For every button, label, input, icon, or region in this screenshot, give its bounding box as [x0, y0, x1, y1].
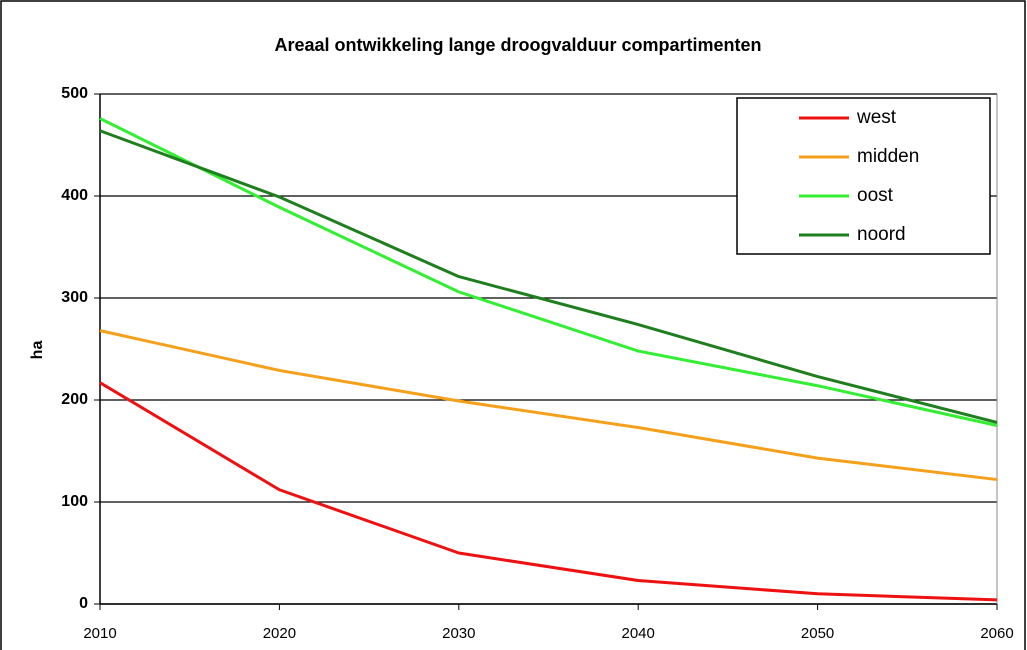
series-line [99, 329, 998, 482]
legend-label: west [856, 107, 897, 128]
x-tick-label: 2030 [442, 625, 475, 642]
x-tick-label: 2020 [263, 625, 296, 642]
x-tick-label: 2010 [83, 625, 116, 642]
legend-label: midden [857, 146, 919, 167]
y-tick-label: 400 [61, 187, 88, 204]
legend-box [736, 97, 991, 255]
y-tick-label: 300 [61, 289, 88, 306]
y-axis-label: ha [29, 341, 46, 360]
x-tick-label: 2040 [622, 625, 655, 642]
y-tick-label: 200 [61, 391, 88, 408]
legend-label: oost [857, 185, 894, 206]
legend-label: noord [857, 224, 906, 245]
x-tick-label: 2050 [801, 625, 834, 642]
chart-title: Areaal ontwikkeling lange droogvalduur c… [274, 35, 761, 55]
y-tick-label: 0 [79, 595, 88, 612]
y-tick-label: 500 [61, 85, 88, 102]
x-tick-label: 2060 [980, 625, 1013, 642]
y-tick-label: 100 [61, 493, 88, 510]
series-line [99, 129, 998, 424]
series-line [99, 381, 998, 602]
series-line [99, 117, 998, 427]
